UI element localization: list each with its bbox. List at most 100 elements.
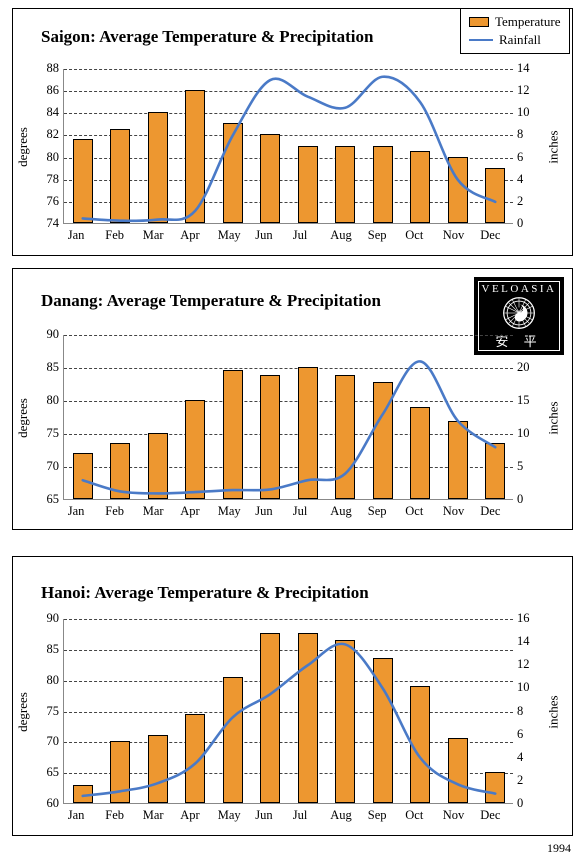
grid-line bbox=[64, 434, 513, 435]
bar bbox=[298, 146, 318, 224]
x-tick: May bbox=[218, 504, 241, 519]
x-tick: Sep bbox=[368, 504, 387, 519]
x-tick: Dec bbox=[480, 504, 500, 519]
y-axis-left-label: degrees bbox=[15, 127, 31, 167]
x-tick: Aug bbox=[330, 228, 352, 243]
bar bbox=[185, 400, 205, 499]
x-tick: Jul bbox=[293, 808, 308, 823]
bar bbox=[298, 633, 318, 803]
y-tick-right: 14 bbox=[517, 61, 530, 76]
y-axis-right-label: inches bbox=[546, 401, 562, 434]
bar bbox=[260, 375, 280, 499]
bar bbox=[410, 686, 430, 803]
x-tick: Mar bbox=[143, 808, 164, 823]
y-tick-right: 2 bbox=[517, 194, 523, 209]
x-tick: Apr bbox=[180, 228, 199, 243]
grid-line bbox=[64, 335, 513, 336]
x-tick: Dec bbox=[480, 808, 500, 823]
x-tick: Feb bbox=[105, 228, 124, 243]
y-tick-left: 80 bbox=[37, 393, 59, 408]
grid-line bbox=[64, 113, 513, 114]
y-tick-left: 90 bbox=[37, 611, 59, 626]
grid-line bbox=[64, 401, 513, 402]
x-tick: Aug bbox=[330, 504, 352, 519]
bar bbox=[110, 129, 130, 223]
bar bbox=[410, 151, 430, 223]
bar bbox=[223, 123, 243, 223]
y-tick-right: 2 bbox=[517, 773, 523, 788]
bar bbox=[73, 139, 93, 223]
y-tick-left: 85 bbox=[37, 642, 59, 657]
x-tick: Feb bbox=[105, 504, 124, 519]
chart-panel-danang: Danang: Average Temperature & Precipitat… bbox=[12, 268, 573, 530]
x-tick: Sep bbox=[368, 808, 387, 823]
y-tick-right: 5 bbox=[517, 459, 523, 474]
y-tick-left: 90 bbox=[37, 327, 59, 342]
bar bbox=[148, 433, 168, 499]
grid-line bbox=[64, 773, 513, 774]
x-tick: Mar bbox=[143, 504, 164, 519]
y-tick-right: 10 bbox=[517, 680, 530, 695]
grid-line bbox=[64, 619, 513, 620]
plot-area bbox=[63, 619, 513, 804]
y-tick-right: 8 bbox=[517, 704, 523, 719]
bar bbox=[335, 146, 355, 224]
y-tick-right: 10 bbox=[517, 105, 530, 120]
grid-line bbox=[64, 650, 513, 651]
x-tick: May bbox=[218, 808, 241, 823]
plot-area bbox=[63, 335, 513, 500]
y-tick-right: 10 bbox=[517, 426, 530, 441]
y-tick-left: 70 bbox=[37, 459, 59, 474]
y-tick-left: 80 bbox=[37, 673, 59, 688]
bar bbox=[110, 741, 130, 803]
y-tick-right: 0 bbox=[517, 216, 523, 231]
bar bbox=[148, 112, 168, 223]
x-tick: May bbox=[218, 228, 241, 243]
y-tick-right: 4 bbox=[517, 750, 523, 765]
y-axis-right-label: inches bbox=[546, 695, 562, 728]
x-tick: Aug bbox=[330, 808, 352, 823]
y-tick-left: 78 bbox=[37, 172, 59, 187]
x-tick: Oct bbox=[405, 808, 423, 823]
bar bbox=[448, 157, 468, 223]
chart-title: Danang: Average Temperature & Precipitat… bbox=[41, 291, 381, 311]
logo-brand: VELOASIA bbox=[482, 283, 557, 295]
x-tick: Mar bbox=[143, 228, 164, 243]
bar bbox=[260, 134, 280, 223]
bar bbox=[223, 370, 243, 499]
y-tick-left: 75 bbox=[37, 426, 59, 441]
bar bbox=[148, 735, 168, 803]
y-tick-right: 12 bbox=[517, 657, 530, 672]
footer-year: 1994 bbox=[547, 841, 571, 856]
grid-line bbox=[64, 742, 513, 743]
y-tick-left: 60 bbox=[37, 796, 59, 811]
y-tick-right: 4 bbox=[517, 172, 523, 187]
bar bbox=[185, 90, 205, 223]
wheel-icon bbox=[502, 296, 536, 330]
y-axis-left-label: degrees bbox=[15, 692, 31, 732]
x-tick: Oct bbox=[405, 228, 423, 243]
bar bbox=[448, 421, 468, 499]
y-tick-left: 74 bbox=[37, 216, 59, 231]
bar bbox=[373, 382, 393, 499]
bar bbox=[298, 367, 318, 499]
y-tick-left: 85 bbox=[37, 360, 59, 375]
line-swatch-icon bbox=[469, 39, 493, 41]
x-tick: Sep bbox=[368, 228, 387, 243]
y-tick-left: 70 bbox=[37, 734, 59, 749]
x-tick: Jul bbox=[293, 504, 308, 519]
y-tick-left: 88 bbox=[37, 61, 59, 76]
y-tick-right: 16 bbox=[517, 611, 530, 626]
grid-line bbox=[64, 202, 513, 203]
grid-line bbox=[64, 712, 513, 713]
x-tick: Jan bbox=[68, 808, 85, 823]
bar bbox=[73, 453, 93, 499]
bar bbox=[448, 738, 468, 803]
y-axis-right-label: inches bbox=[546, 130, 562, 163]
y-tick-right: 12 bbox=[517, 83, 530, 98]
grid-line bbox=[64, 69, 513, 70]
chart-title: Hanoi: Average Temperature & Precipitati… bbox=[41, 583, 369, 603]
y-tick-right: 6 bbox=[517, 150, 523, 165]
bar bbox=[223, 677, 243, 803]
y-tick-left: 75 bbox=[37, 704, 59, 719]
